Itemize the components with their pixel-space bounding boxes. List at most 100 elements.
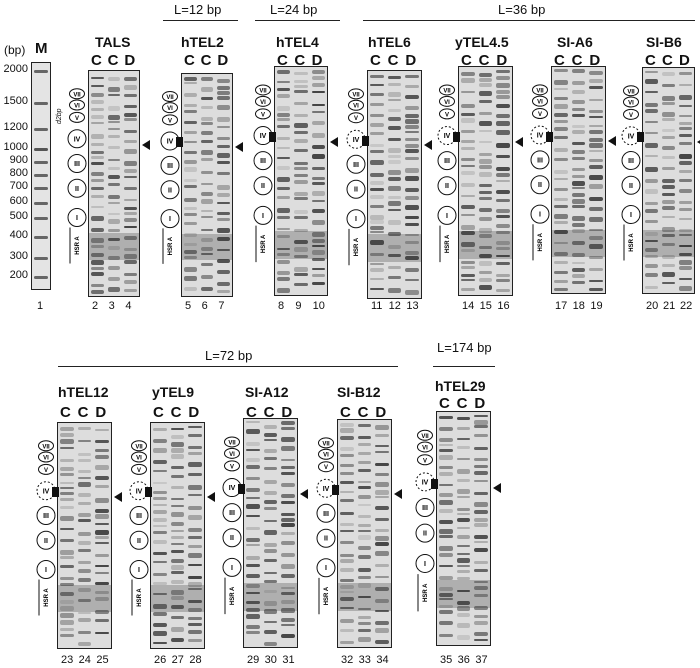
hsr-unit-numeral: V — [324, 465, 328, 471]
gel-band — [153, 623, 167, 628]
hsr-unit-ellipse — [131, 463, 147, 475]
lane-label: C — [478, 52, 491, 69]
gel-band — [246, 448, 260, 452]
gel-band — [77, 519, 92, 522]
marker-size: 300 — [9, 250, 28, 262]
gel-band — [277, 118, 291, 121]
gel-band — [124, 225, 137, 228]
gel-band — [91, 186, 104, 191]
hsr-unit-ellipse — [253, 176, 273, 196]
gel-band — [281, 426, 295, 431]
hsr-unit-ellipse — [38, 440, 54, 452]
gel-band — [340, 428, 354, 433]
hsr-unit-numeral: VII — [421, 434, 429, 440]
hsr-unit-numeral: III — [260, 158, 266, 165]
gel-band — [456, 623, 471, 629]
gel-band — [277, 70, 291, 74]
gel-band — [370, 195, 384, 200]
gel-band — [645, 178, 658, 184]
gel-lane — [275, 67, 292, 295]
gel-band — [461, 77, 475, 83]
gel-band — [246, 544, 260, 547]
gel-band — [375, 586, 389, 592]
gel-band — [200, 216, 214, 219]
gel-band — [184, 221, 197, 225]
gel-band — [60, 577, 74, 581]
hsr-unit-numeral: II — [261, 183, 265, 190]
gel-band — [375, 609, 389, 613]
gel-band — [200, 191, 214, 196]
hsr-unit-ellipse — [621, 151, 641, 170]
unit-label: (bp) — [4, 43, 26, 57]
gel-band — [95, 428, 109, 431]
hsr-unit-numeral: I — [630, 212, 632, 219]
gel-band — [439, 493, 453, 498]
hsr-unit-ellipse — [530, 204, 550, 224]
gel-band — [77, 587, 92, 593]
gel-band — [60, 527, 74, 531]
gel-band — [370, 102, 384, 106]
gel-band — [311, 274, 325, 277]
gel-band — [645, 240, 658, 243]
gel-band — [554, 288, 568, 292]
gel-band — [277, 252, 291, 256]
hsr-unit-numeral: VII — [42, 444, 50, 450]
gel-band — [357, 607, 372, 610]
gel-lane — [89, 71, 106, 296]
gel-band — [405, 233, 419, 237]
lane-label: C — [200, 52, 213, 69]
gel-band — [554, 96, 568, 100]
gel-band — [439, 534, 453, 538]
hsr-unit-ellipse — [415, 523, 435, 543]
gel-band — [277, 215, 291, 219]
gel-band — [496, 89, 510, 94]
lane-number: 17 — [555, 300, 568, 312]
gel-band — [405, 148, 419, 154]
gel-band — [60, 427, 74, 432]
lane-number: 23 — [61, 654, 74, 666]
gel-band — [281, 466, 295, 469]
marker-size: 1500 — [3, 95, 28, 107]
hsr-unit-ellipse — [318, 461, 334, 473]
gel-band — [478, 234, 493, 238]
gel-band — [474, 580, 488, 584]
hsr-unit-ellipse — [316, 503, 336, 523]
gel-band — [60, 633, 74, 638]
hsr-unit-ellipse — [160, 155, 180, 175]
gel-band — [662, 227, 675, 232]
gel-band — [679, 114, 692, 118]
hsr-a-label: HSR A — [423, 583, 429, 602]
gel-band — [375, 472, 389, 477]
gel-band — [474, 534, 488, 540]
gel-band — [170, 427, 185, 430]
gel-band — [124, 198, 137, 202]
gel-band — [589, 267, 603, 272]
gel-band — [263, 629, 278, 635]
gel-band — [571, 222, 586, 227]
gel-band — [170, 529, 185, 533]
gel-band — [184, 242, 197, 247]
gel-band — [60, 498, 74, 501]
lane-number: 4 — [125, 300, 132, 312]
gel-band — [311, 91, 325, 94]
hsr-unit-numeral: IV — [323, 486, 330, 493]
gel-band — [679, 154, 692, 159]
gel-band — [387, 220, 402, 226]
gel-band — [91, 228, 104, 233]
gel-band — [311, 145, 325, 149]
group-line-l36 — [363, 20, 695, 21]
gel-band — [188, 630, 202, 635]
gel-band — [461, 165, 475, 168]
gel-band — [370, 113, 384, 118]
gel-band — [645, 154, 658, 158]
gel-band — [340, 422, 354, 428]
hsr-unit-numeral: IV — [260, 133, 267, 140]
gel-band — [200, 247, 214, 252]
delta-2bp-label: d2bp — [56, 108, 63, 124]
lane-number: 9 — [295, 300, 302, 312]
gel-band — [124, 104, 137, 108]
gel-band — [679, 104, 692, 108]
gel-band — [387, 169, 402, 175]
gel-band — [188, 515, 202, 520]
lane-label: C — [645, 52, 657, 69]
